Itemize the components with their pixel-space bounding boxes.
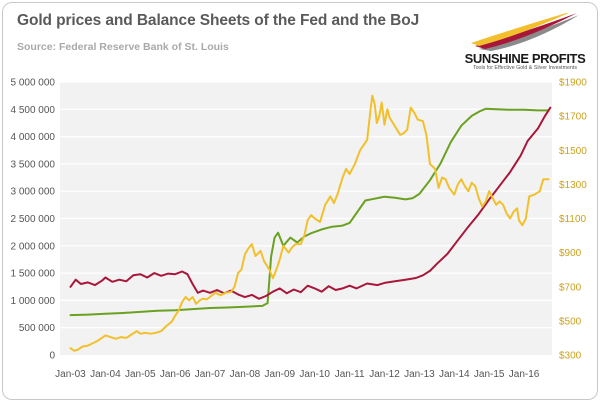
y-left-tick-label: 3 500 000: [11, 159, 56, 170]
logo-swoosh-icon: [471, 11, 579, 51]
x-tick-label: Jan-14: [439, 369, 470, 380]
x-tick-label: Jan-11: [335, 369, 365, 380]
x-tick-label: Jan-10: [299, 369, 330, 380]
y-right-tick-label: $1500: [559, 146, 587, 157]
y-right-tick-label: $500: [559, 316, 582, 327]
x-tick-label: Jan-05: [125, 369, 156, 380]
chart-title: Gold prices and Balance Sheets of the Fe…: [17, 12, 420, 29]
x-tick-label: Jan-12: [369, 369, 400, 380]
x-tick-label: Jan-07: [195, 369, 226, 380]
y-left-tick-label: 1 000 000: [11, 296, 56, 307]
red-series-line: [69, 106, 552, 300]
y-right-tick-label: $1300: [559, 180, 587, 191]
y-left-tick-label: 0: [49, 351, 55, 362]
y-left-tick-label: 4 500 000: [11, 105, 56, 116]
y-right-tick-label: $1700: [559, 112, 587, 123]
y-right-tick-label: $1900: [559, 78, 587, 89]
y-right-tick-label: $300: [559, 351, 582, 362]
y-left-tick-label: 2 000 000: [11, 241, 56, 252]
logo-name: SUNSHINE PROFITS: [464, 51, 586, 66]
x-tick-label: Jan-15: [474, 369, 505, 380]
y-right-tick-label: $700: [559, 282, 582, 293]
x-tick-label: Jan-04: [90, 369, 121, 380]
x-tick-label: Jan-13: [404, 369, 435, 380]
x-tick-label: Jan-09: [265, 369, 296, 380]
green-series-line: [69, 107, 550, 317]
sunshine-profits-logo: SUNSHINE PROFITS Tools for Effective Gol…: [455, 11, 595, 75]
logo-tagline: Tools for Effective Gold & Silver Invest…: [472, 65, 578, 71]
y-right-tick-label: $1100: [559, 214, 587, 225]
y-left-tick-label: 2 500 000: [11, 214, 56, 225]
x-tick-label: Jan-03: [55, 369, 86, 380]
y-left-tick-label: 3 000 000: [11, 187, 56, 198]
x-tick-label: Jan-16: [509, 369, 540, 380]
y-right-tick-label: $900: [559, 248, 582, 259]
gold-series-line: [69, 94, 550, 352]
y-left-tick-label: 500 000: [19, 323, 56, 334]
y-left-tick-label: 5 000 000: [11, 78, 56, 89]
y-left-tick-label: 1 500 000: [11, 269, 56, 280]
y-left-tick-label: 4 000 000: [11, 132, 56, 143]
x-tick-label: Jan-06: [160, 369, 191, 380]
chart-subtitle: Source: Federal Reserve Bank of St. Loui…: [17, 41, 229, 53]
x-tick-label: Jan-08: [230, 369, 261, 380]
